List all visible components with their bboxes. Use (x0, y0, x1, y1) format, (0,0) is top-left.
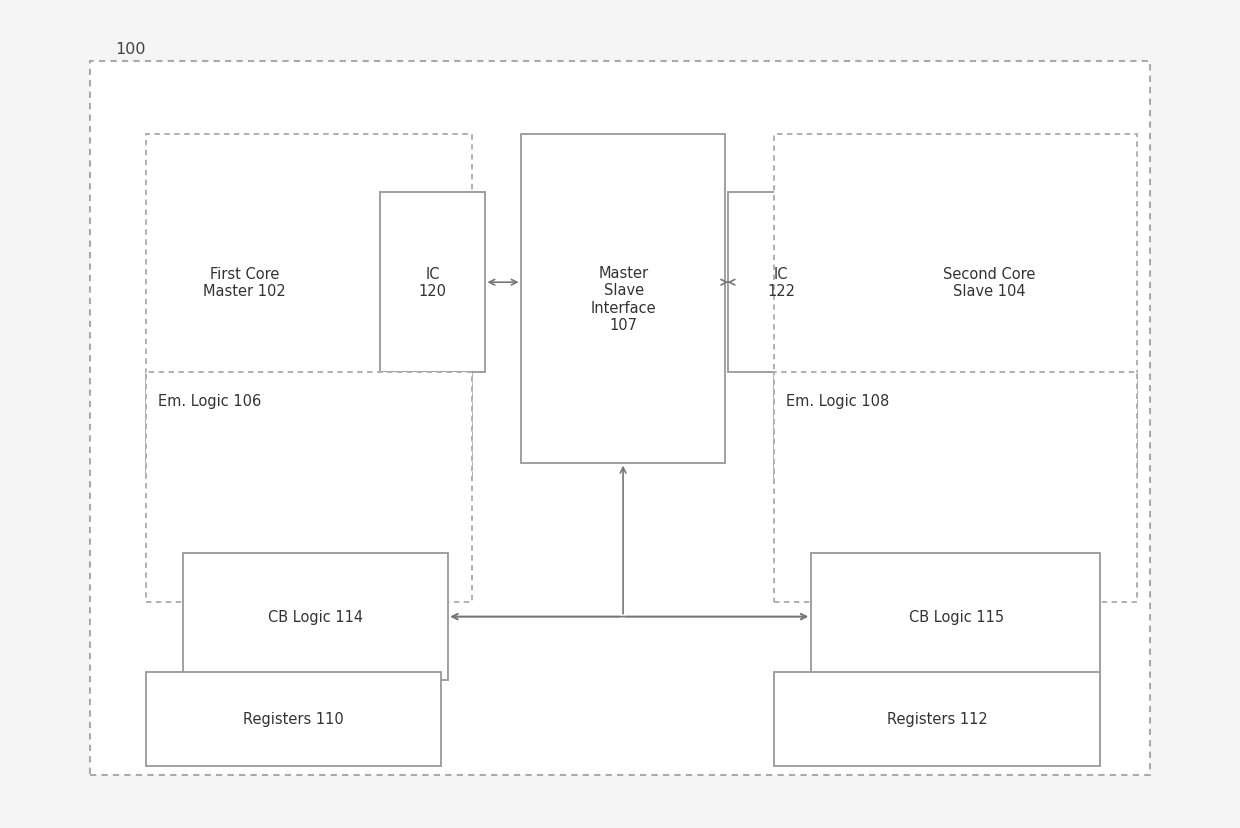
Bar (182, 553, 448, 681)
Bar (146, 135, 472, 479)
Bar (774, 672, 1100, 767)
Bar (774, 373, 1137, 603)
Bar (728, 193, 833, 373)
Bar (811, 553, 1100, 681)
Bar (774, 135, 1137, 479)
Text: CB Logic 114: CB Logic 114 (268, 609, 363, 624)
Text: First Core
Master 102: First Core Master 102 (203, 267, 285, 299)
Bar (522, 135, 724, 463)
Text: Registers 112: Registers 112 (888, 711, 988, 726)
Text: Em. Logic 106: Em. Logic 106 (159, 393, 262, 408)
Text: Registers 110: Registers 110 (243, 711, 343, 726)
Text: IC
122: IC 122 (768, 267, 795, 299)
Text: Second Core
Slave 104: Second Core Slave 104 (944, 267, 1035, 299)
Bar (146, 672, 441, 767)
Text: CB Logic 115: CB Logic 115 (909, 609, 1004, 624)
Bar (91, 61, 1149, 775)
Text: Master
Slave
Interface
107: Master Slave Interface 107 (591, 266, 656, 333)
Text: IC
120: IC 120 (419, 267, 446, 299)
Bar (379, 193, 485, 373)
Bar (146, 373, 472, 603)
Text: 100: 100 (115, 41, 145, 57)
Text: Em. Logic 108: Em. Logic 108 (786, 393, 889, 408)
